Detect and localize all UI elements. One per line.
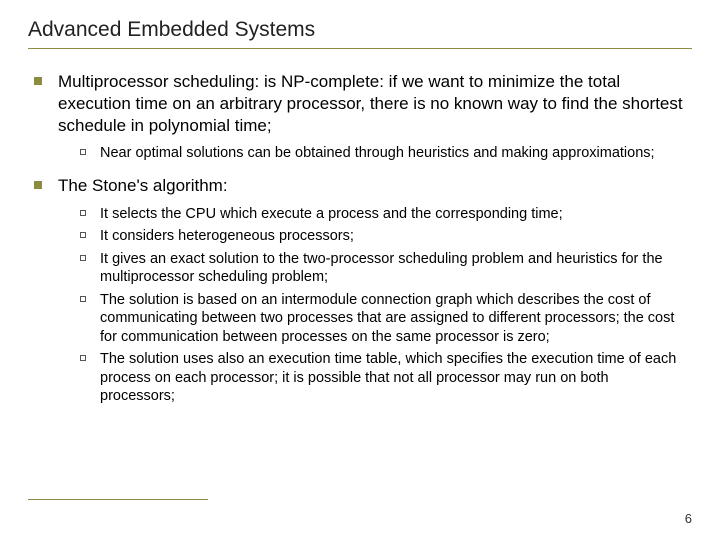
- list-item-text: Near optimal solutions can be obtained t…: [100, 144, 655, 163]
- title-bar: Advanced Embedded Systems: [28, 18, 692, 49]
- content-area: Multiprocessor scheduling: is NP-complet…: [28, 71, 692, 406]
- hollow-square-bullet-icon: [80, 255, 86, 261]
- list-item: Multiprocessor scheduling: is NP-complet…: [34, 71, 686, 136]
- list-item: The solution is based on an intermodule …: [80, 291, 686, 347]
- hollow-square-bullet-icon: [80, 149, 86, 155]
- list-item-text: The Stone's algorithm:: [58, 175, 228, 197]
- sublist: Near optimal solutions can be obtained t…: [34, 144, 686, 163]
- page-title: Advanced Embedded Systems: [28, 18, 692, 42]
- list-item-text: The solution uses also an execution time…: [100, 350, 686, 406]
- hollow-square-bullet-icon: [80, 355, 86, 361]
- list-item-text: It gives an exact solution to the two-pr…: [100, 250, 686, 287]
- footer-rule: [28, 499, 208, 500]
- list-item-text: It selects the CPU which execute a proce…: [100, 205, 563, 224]
- sublist: It selects the CPU which execute a proce…: [34, 205, 686, 406]
- list-item: It selects the CPU which execute a proce…: [80, 205, 686, 224]
- hollow-square-bullet-icon: [80, 210, 86, 216]
- list-item: The solution uses also an execution time…: [80, 350, 686, 406]
- list-item-text: The solution is based on an intermodule …: [100, 291, 686, 347]
- list-item: It considers heterogeneous processors;: [80, 227, 686, 246]
- list-item: It gives an exact solution to the two-pr…: [80, 250, 686, 287]
- hollow-square-bullet-icon: [80, 296, 86, 302]
- list-item: Near optimal solutions can be obtained t…: [80, 144, 686, 163]
- page-number: 6: [685, 511, 692, 526]
- list-item-text: It considers heterogeneous processors;: [100, 227, 354, 246]
- square-bullet-icon: [34, 77, 42, 85]
- list-item-text: Multiprocessor scheduling: is NP-complet…: [58, 71, 686, 136]
- square-bullet-icon: [34, 181, 42, 189]
- list-item: The Stone's algorithm:: [34, 175, 686, 197]
- hollow-square-bullet-icon: [80, 232, 86, 238]
